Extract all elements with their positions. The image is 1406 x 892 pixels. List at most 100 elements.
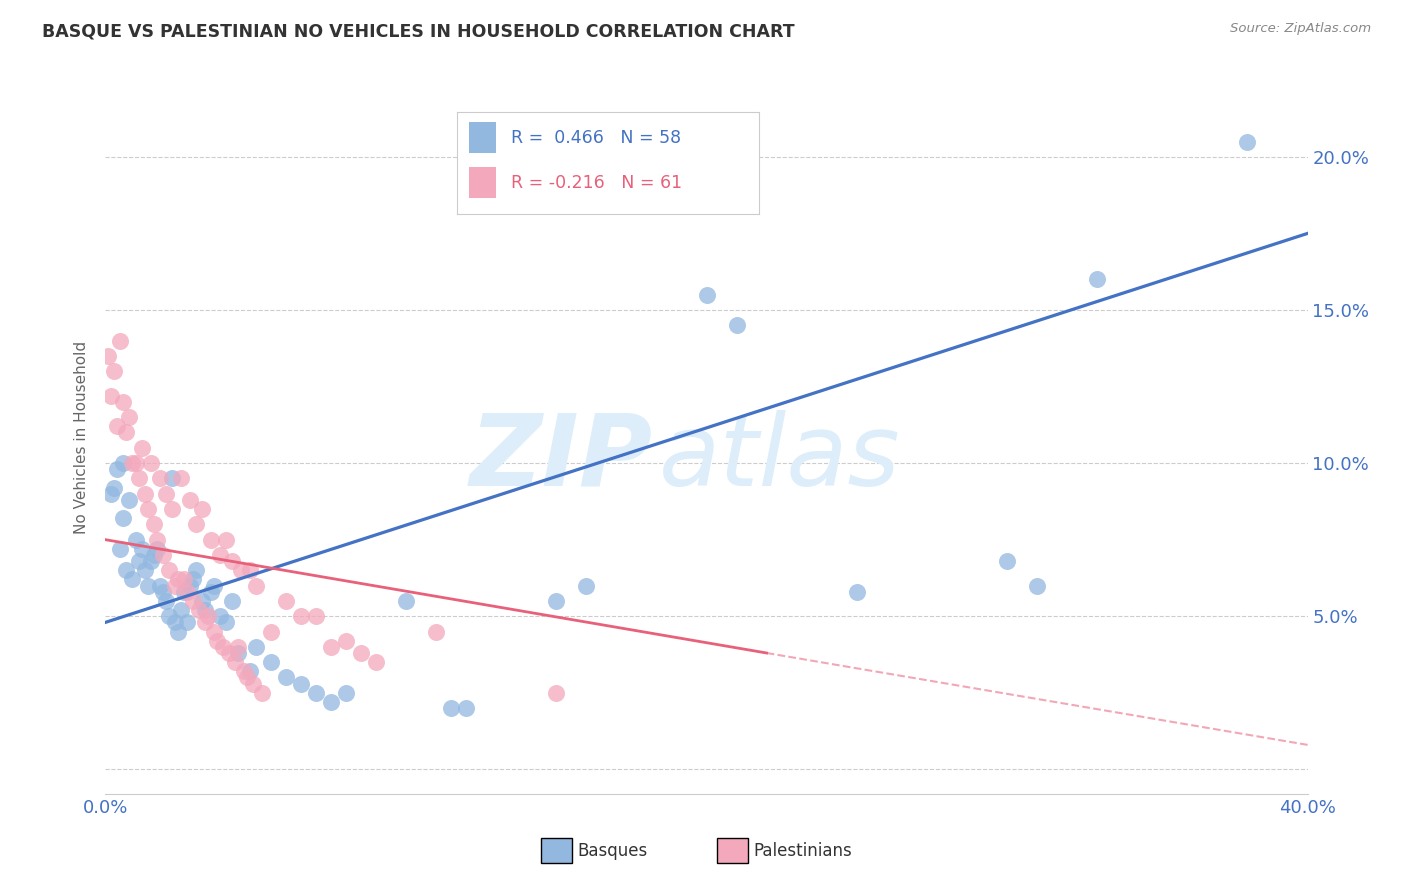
Point	[128, 554, 150, 568]
Point	[103, 364, 125, 378]
Text: BASQUE VS PALESTINIAN NO VEHICLES IN HOUSEHOLD CORRELATION CHART: BASQUE VS PALESTINIAN NO VEHICLES IN HOU…	[42, 22, 794, 40]
Point	[134, 487, 156, 501]
Point	[136, 579, 159, 593]
Point	[155, 594, 177, 608]
Point	[100, 487, 122, 501]
Point	[218, 646, 240, 660]
Point	[239, 563, 262, 577]
Point	[305, 609, 328, 624]
Text: R = -0.216   N = 61: R = -0.216 N = 61	[512, 174, 682, 193]
Point	[224, 655, 246, 669]
Point	[845, 584, 868, 599]
Point	[546, 594, 568, 608]
Point	[107, 462, 129, 476]
Point	[425, 624, 447, 639]
Point	[155, 487, 177, 501]
Point	[190, 594, 212, 608]
Point	[176, 615, 198, 630]
Point	[100, 389, 122, 403]
Point	[200, 584, 222, 599]
Point	[290, 676, 312, 690]
Point	[145, 541, 167, 556]
Point	[142, 548, 165, 562]
Point	[696, 287, 718, 301]
Point	[319, 640, 342, 654]
Point	[118, 410, 141, 425]
Point	[169, 471, 191, 485]
Bar	[470, 167, 496, 198]
Point	[176, 584, 198, 599]
Point	[200, 533, 222, 547]
Point	[208, 609, 231, 624]
Point	[112, 456, 135, 470]
Point	[160, 471, 183, 485]
Text: Palestinians: Palestinians	[754, 842, 852, 860]
Point	[221, 554, 243, 568]
Point	[335, 686, 357, 700]
Point	[112, 511, 135, 525]
Bar	[470, 122, 496, 153]
Point	[226, 646, 249, 660]
Point	[221, 594, 243, 608]
Point	[197, 609, 219, 624]
Point	[226, 640, 249, 654]
Point	[202, 579, 225, 593]
Point	[112, 395, 135, 409]
Point	[211, 640, 233, 654]
Point	[202, 624, 225, 639]
Point	[1026, 579, 1049, 593]
Point	[110, 334, 132, 348]
Point	[163, 615, 186, 630]
Point	[205, 633, 228, 648]
Point	[305, 686, 328, 700]
Point	[139, 456, 162, 470]
Point	[1085, 272, 1108, 286]
Point	[163, 579, 186, 593]
Point	[1236, 135, 1258, 149]
Point	[274, 594, 297, 608]
Point	[166, 624, 188, 639]
Point	[245, 579, 267, 593]
Point	[179, 492, 201, 507]
Point	[440, 701, 463, 715]
Point	[110, 541, 132, 556]
Point	[157, 563, 180, 577]
Point	[107, 419, 129, 434]
Text: Source: ZipAtlas.com: Source: ZipAtlas.com	[1230, 22, 1371, 36]
Point	[190, 502, 212, 516]
Text: R =  0.466   N = 58: R = 0.466 N = 58	[512, 129, 682, 147]
Point	[97, 349, 120, 363]
Point	[725, 318, 748, 333]
Point	[184, 563, 207, 577]
Point	[139, 554, 162, 568]
Point	[250, 686, 273, 700]
Point	[131, 541, 153, 556]
Point	[173, 584, 195, 599]
Point	[115, 563, 138, 577]
Point	[995, 554, 1018, 568]
Point	[121, 456, 143, 470]
Point	[229, 563, 252, 577]
Point	[350, 646, 373, 660]
Point	[214, 533, 236, 547]
Text: atlas: atlas	[658, 410, 900, 507]
Point	[169, 603, 191, 617]
Point	[319, 695, 342, 709]
Point	[148, 471, 170, 485]
Point	[194, 615, 217, 630]
Point	[157, 609, 180, 624]
Point	[232, 665, 254, 679]
Point	[184, 517, 207, 532]
Point	[208, 548, 231, 562]
Point	[260, 624, 283, 639]
Point	[245, 640, 267, 654]
Point	[214, 615, 236, 630]
Point	[152, 548, 174, 562]
Point	[131, 441, 153, 455]
Point	[454, 701, 477, 715]
Point	[274, 671, 297, 685]
Point	[124, 456, 146, 470]
Point	[179, 579, 201, 593]
Text: Basques: Basques	[578, 842, 648, 860]
Y-axis label: No Vehicles in Household: No Vehicles in Household	[75, 341, 90, 533]
